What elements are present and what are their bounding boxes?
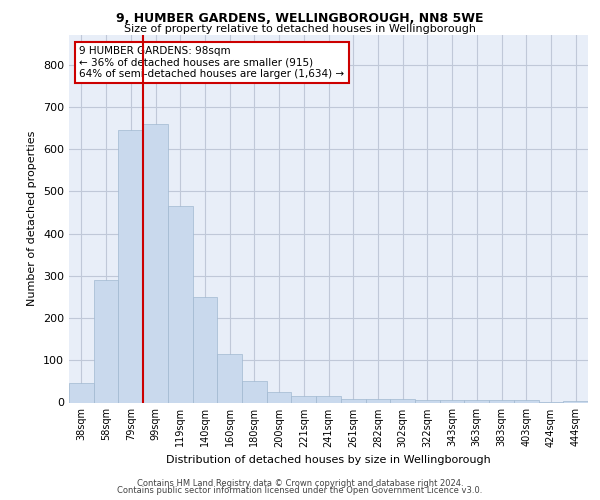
Text: 9 HUMBER GARDENS: 98sqm
← 36% of detached houses are smaller (915)
64% of semi-d: 9 HUMBER GARDENS: 98sqm ← 36% of detache… (79, 46, 344, 79)
Bar (316, 396, 341, 402)
Bar (464, 400, 489, 402)
Text: Size of property relative to detached houses in Wellingborough: Size of property relative to detached ho… (124, 24, 476, 34)
Bar (415, 400, 440, 402)
Bar (390, 399, 415, 402)
Bar (94, 280, 118, 402)
Bar (267, 392, 292, 402)
Bar (242, 382, 267, 402)
Text: Contains public sector information licensed under the Open Government Licence v3: Contains public sector information licen… (118, 486, 482, 495)
Bar (563, 401, 588, 402)
Bar (193, 297, 217, 403)
Bar (365, 399, 390, 402)
X-axis label: Distribution of detached houses by size in Wellingborough: Distribution of detached houses by size … (166, 455, 491, 465)
Bar (514, 400, 539, 402)
Text: 9, HUMBER GARDENS, WELLINGBOROUGH, NN8 5WE: 9, HUMBER GARDENS, WELLINGBOROUGH, NN8 5… (116, 12, 484, 26)
Bar (118, 130, 143, 402)
Bar (217, 354, 242, 403)
Bar (440, 400, 464, 402)
Y-axis label: Number of detached properties: Number of detached properties (28, 131, 37, 306)
Bar (341, 399, 365, 402)
Bar (143, 124, 168, 402)
Bar (489, 400, 514, 402)
Bar (292, 396, 316, 402)
Bar (168, 206, 193, 402)
Text: Contains HM Land Registry data © Crown copyright and database right 2024.: Contains HM Land Registry data © Crown c… (137, 478, 463, 488)
Bar (69, 384, 94, 402)
